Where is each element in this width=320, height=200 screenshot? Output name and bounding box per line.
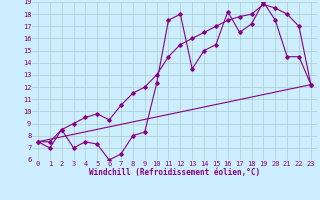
X-axis label: Windchill (Refroidissement éolien,°C): Windchill (Refroidissement éolien,°C)	[89, 168, 260, 177]
